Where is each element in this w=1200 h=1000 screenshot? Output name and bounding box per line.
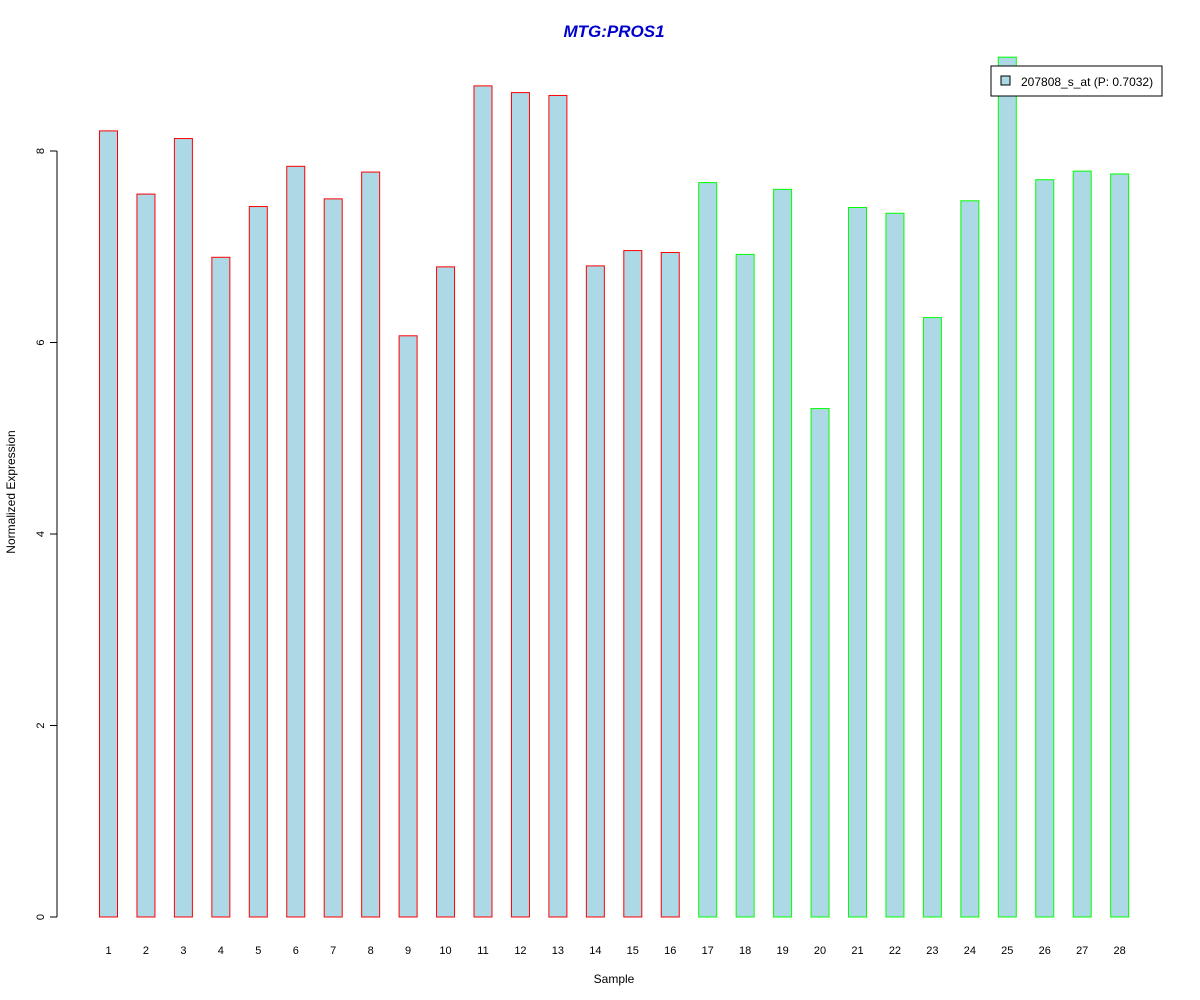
bar-sample-19 xyxy=(773,188,793,918)
bar-sample-20 xyxy=(810,408,830,918)
x-tick-label: 25 xyxy=(1001,945,1013,957)
x-tick-label: 19 xyxy=(776,945,788,957)
x-tick-labels: 1 2 3 4 5 6 7 8 9 10 11 12 13 14 15 16 17 18 19 20 21 22 23 24 2… xyxy=(105,945,1125,957)
legend-label: 207808_s_at (P: 0.7032) xyxy=(1021,75,1153,89)
x-tick-label: 28 xyxy=(1114,945,1126,957)
bar-sample-24 xyxy=(960,200,980,918)
x-tick-label: 3 xyxy=(180,945,186,957)
bar-sample-28 xyxy=(1110,173,1130,918)
x-tick-label: 2 xyxy=(143,945,149,957)
bar-sample-1 xyxy=(99,130,118,918)
bar-sample-22 xyxy=(885,212,905,918)
x-tick-label: 10 xyxy=(439,945,451,957)
bar-sample-9 xyxy=(398,335,418,918)
bar-sample-17 xyxy=(698,182,718,918)
y-tick-label: 8 xyxy=(35,148,47,154)
bar-sample-11 xyxy=(473,85,493,918)
y-tick-label: 2 xyxy=(35,722,47,728)
x-tick-label: 14 xyxy=(589,945,601,957)
x-tick-label: 24 xyxy=(964,945,976,957)
y-tick-label: 0 xyxy=(35,914,47,920)
x-tick-label: 7 xyxy=(330,945,336,957)
bar-sample-12 xyxy=(510,92,530,918)
bar-sample-3 xyxy=(173,138,193,918)
bar-sample-13 xyxy=(548,94,568,918)
x-tick-label: 18 xyxy=(739,945,751,957)
bars-group xyxy=(99,56,1130,918)
x-axis-label: Sample xyxy=(594,972,635,986)
y-axis-label: Normalized Expression xyxy=(4,430,18,553)
bar-sample-6 xyxy=(286,165,306,918)
bar-sample-18 xyxy=(735,253,755,918)
bar-sample-25 xyxy=(997,56,1017,918)
x-tick-label: 21 xyxy=(851,945,863,957)
x-tick-label: 16 xyxy=(664,945,676,957)
y-tick-label: 6 xyxy=(35,339,47,345)
x-tick-label: 23 xyxy=(926,945,938,957)
chart-title: MTG:PROS1 xyxy=(563,22,664,41)
bar-sample-27 xyxy=(1072,170,1092,918)
bar-sample-7 xyxy=(323,198,343,918)
bar-sample-21 xyxy=(848,206,867,918)
bar-sample-8 xyxy=(361,171,381,918)
legend-swatch xyxy=(1000,75,1011,86)
x-tick-label: 15 xyxy=(627,945,639,957)
x-tick-label: 13 xyxy=(552,945,564,957)
x-tick-label: 17 xyxy=(702,945,714,957)
bar-sample-4 xyxy=(211,256,231,918)
x-tick-label: 26 xyxy=(1039,945,1051,957)
bar-sample-16 xyxy=(660,251,680,918)
legend-box xyxy=(990,65,1163,97)
bar-sample-26 xyxy=(1035,179,1055,918)
x-tick-label: 11 xyxy=(477,945,488,957)
bar-sample-14 xyxy=(585,265,605,918)
x-tick-label: 9 xyxy=(405,945,411,957)
x-tick-label: 8 xyxy=(368,945,374,957)
bar-sample-23 xyxy=(922,317,942,918)
y-axis: 0 2 4 6 8 xyxy=(35,148,58,920)
x-tick-label: 12 xyxy=(514,945,526,957)
x-tick-label: 4 xyxy=(218,945,224,957)
bar-sample-15 xyxy=(623,250,643,918)
x-tick-label: 5 xyxy=(255,945,261,957)
x-tick-label: 20 xyxy=(814,945,826,957)
bar-sample-10 xyxy=(436,266,456,918)
legend: 207808_s_at (P: 0.7032) xyxy=(990,65,1163,97)
y-tick-label: 4 xyxy=(35,531,47,537)
x-tick-label: 27 xyxy=(1076,945,1088,957)
bar-sample-5 xyxy=(248,206,268,918)
x-tick-label: 6 xyxy=(293,945,299,957)
x-tick-label: 1 xyxy=(105,945,111,957)
x-tick-label: 22 xyxy=(889,945,901,957)
bar-sample-2 xyxy=(136,193,156,918)
